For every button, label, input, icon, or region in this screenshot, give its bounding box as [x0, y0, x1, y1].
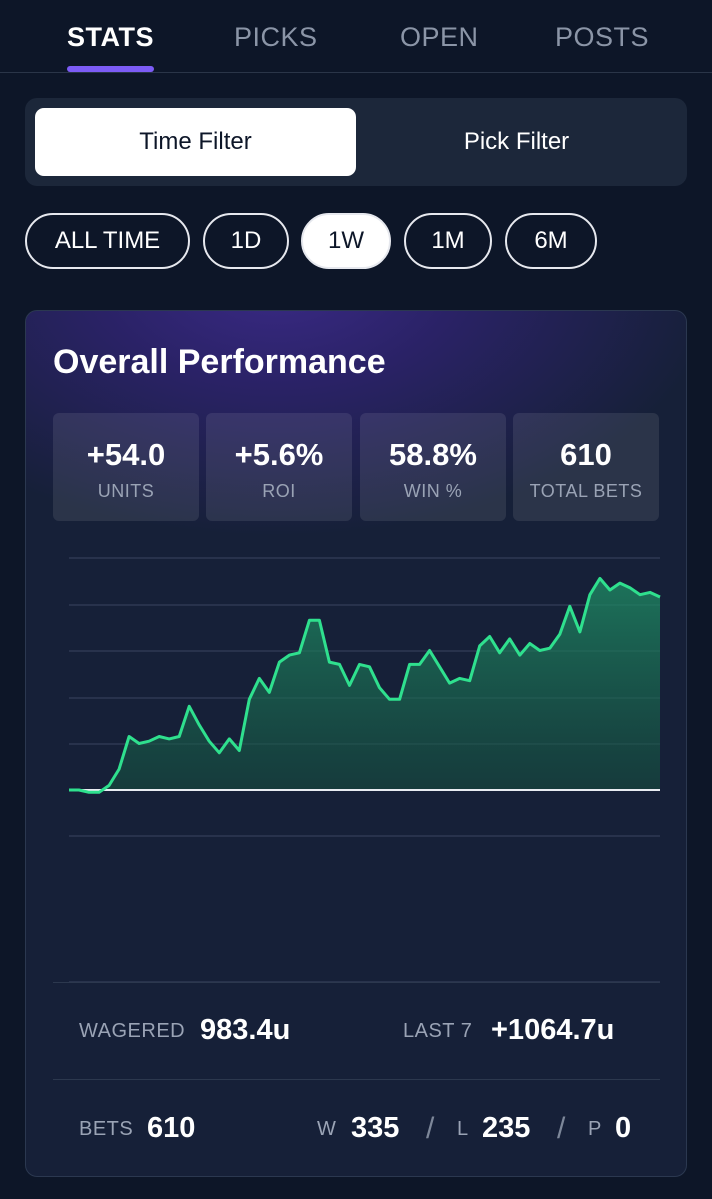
tab-picks[interactable]: PICKS [234, 22, 318, 52]
range-6m-button[interactable]: 6M [505, 213, 597, 269]
record-separator: / [426, 1112, 435, 1145]
wagered-value: 983.4u [200, 1014, 291, 1046]
tab-stats[interactable]: STATS [67, 22, 154, 52]
pick-filter-button[interactable]: Pick Filter [463, 128, 570, 155]
stat-units-label: UNITS [97, 481, 155, 501]
summary-divider-top [53, 982, 660, 983]
stat-win-pct-label: WIN % [403, 481, 463, 501]
stat-roi-label: ROI [262, 481, 296, 501]
stat-total-bets-label: TOTAL BETS [529, 481, 643, 501]
performance-card: Overall Performance +54.0 UNITS +5.6% RO… [25, 310, 687, 1177]
range-all-time-button[interactable]: ALL TIME [25, 213, 190, 269]
range-1m-button[interactable]: 1M [404, 213, 492, 269]
filter-segmented-control: Time Filter Pick Filter [25, 98, 687, 186]
wins-value: 335 [351, 1112, 400, 1144]
stat-units-value: +54.0 [86, 437, 166, 472]
bets-value: 610 [147, 1112, 196, 1144]
time-filter-button[interactable]: Time Filter [35, 108, 356, 176]
wins-label: W [317, 1118, 337, 1140]
pushes-value: 0 [615, 1112, 632, 1144]
active-tab-indicator [67, 66, 154, 72]
record-separator: / [557, 1112, 566, 1145]
losses-label: L [457, 1118, 469, 1140]
wagered-label: WAGERED [79, 1020, 186, 1042]
pushes-label: P [588, 1118, 602, 1140]
stat-total-bets-value: 610 [560, 437, 612, 472]
last7-label: LAST 7 [403, 1020, 473, 1042]
range-1w-button[interactable]: 1W [301, 213, 391, 269]
tab-posts[interactable]: POSTS [555, 22, 650, 52]
tab-open[interactable]: OPEN [400, 22, 479, 52]
card-title: Overall Performance [53, 343, 386, 381]
chart-series-line [69, 576, 661, 794]
stat-roi: +5.6% ROI [206, 413, 352, 521]
stat-total-bets: 610 TOTAL BETS [513, 413, 659, 521]
stat-win-pct-value: 58.8% [389, 437, 477, 472]
top-tab-bar: STATS PICKS OPEN POSTS [0, 0, 712, 73]
summary-divider-bottom [53, 1079, 660, 1080]
last7-value: +1064.7u [491, 1014, 615, 1046]
stat-win-pct: 58.8% WIN % [360, 413, 506, 521]
stat-roi-value: +5.6% [234, 437, 324, 472]
range-1d-button[interactable]: 1D [203, 213, 289, 269]
chart-area-fill [69, 578, 660, 793]
bets-label: BETS [79, 1118, 134, 1140]
stat-units: +54.0 UNITS [53, 413, 199, 521]
losses-value: 235 [482, 1112, 531, 1144]
performance-chart [69, 557, 661, 983]
